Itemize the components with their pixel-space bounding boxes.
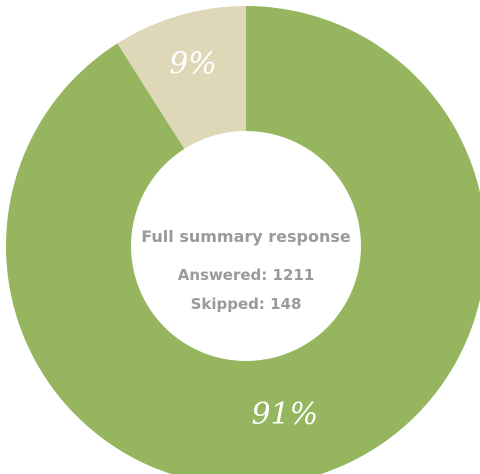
center-title: Full summary response: [141, 227, 351, 246]
donut-hole: [131, 131, 361, 361]
center-answered: Answered: 1211: [178, 266, 315, 284]
slice-answered: [6, 6, 480, 474]
slice-label-skipped: 9%: [169, 47, 217, 82]
slice-labels: 91% 9%: [169, 47, 318, 433]
slice-label-answered: 91%: [251, 397, 318, 432]
center-skipped: Skipped: 148: [191, 295, 302, 313]
